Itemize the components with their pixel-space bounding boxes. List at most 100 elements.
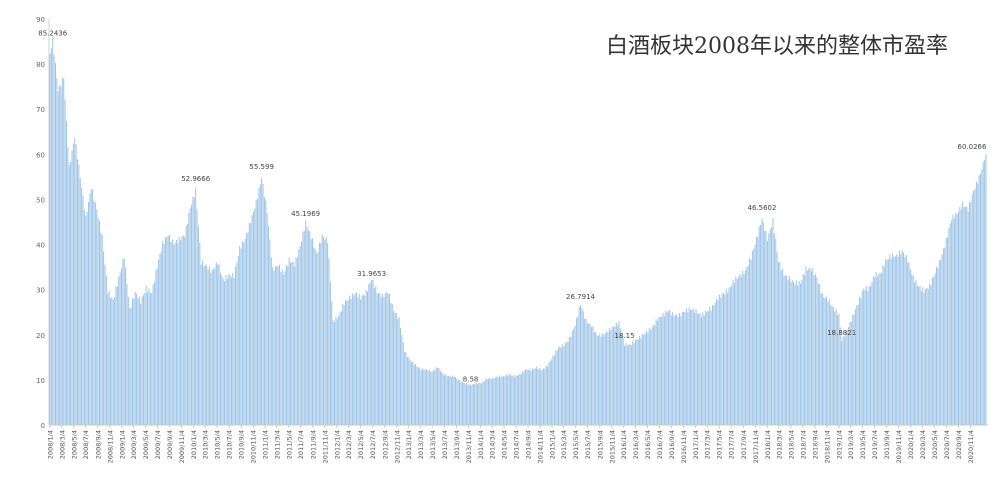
bar	[336, 319, 338, 425]
bar	[975, 181, 977, 425]
bar	[953, 218, 955, 425]
bar	[860, 298, 862, 425]
bar	[457, 380, 459, 425]
bar	[500, 377, 502, 425]
bar	[526, 369, 528, 425]
bar	[728, 287, 730, 425]
bar	[920, 291, 922, 425]
bar	[843, 336, 845, 425]
bar	[511, 375, 513, 425]
bar	[218, 264, 220, 425]
bar	[900, 254, 902, 425]
bar	[611, 326, 613, 425]
bar	[321, 234, 323, 425]
bar	[409, 360, 411, 425]
y-tick-label: 90	[36, 16, 45, 24]
x-tick-label: 2008/5/4	[70, 430, 78, 459]
bar	[353, 295, 355, 425]
bar	[777, 261, 779, 425]
bar	[864, 290, 866, 425]
bar	[849, 321, 851, 425]
bar	[659, 316, 661, 425]
bar	[397, 318, 399, 425]
bar	[483, 381, 485, 425]
bar	[791, 279, 793, 425]
bar	[907, 262, 909, 425]
bar	[716, 298, 718, 425]
bar	[402, 342, 404, 425]
bar	[171, 239, 173, 425]
x-tick-label: 2008/7/4	[82, 430, 90, 459]
bar	[354, 293, 356, 425]
bar	[839, 327, 841, 425]
bar	[982, 161, 984, 426]
bar	[911, 274, 913, 425]
bar	[427, 370, 429, 425]
bar	[323, 237, 325, 425]
bar	[372, 279, 374, 425]
bar	[361, 295, 363, 425]
bar	[960, 209, 962, 425]
bar	[498, 375, 500, 425]
bar	[63, 78, 65, 425]
bar	[898, 250, 900, 425]
bar	[254, 208, 256, 425]
x-tick-label: 2012/1/4	[333, 430, 341, 459]
bar	[679, 313, 680, 425]
bar	[817, 283, 819, 425]
bar	[674, 314, 676, 425]
bar	[581, 308, 583, 425]
bar	[384, 293, 386, 425]
bar	[390, 303, 392, 425]
y-tick-label: 0	[41, 422, 45, 430]
bar	[487, 378, 489, 425]
bar	[643, 334, 645, 425]
x-tick-label: 2008/9/4	[94, 430, 102, 459]
bar	[731, 285, 733, 425]
bar	[683, 312, 685, 425]
bar	[116, 286, 118, 425]
bar	[108, 290, 110, 425]
bar	[460, 382, 462, 425]
bar	[291, 261, 293, 425]
bar	[666, 312, 668, 425]
bar	[580, 305, 582, 425]
bar	[592, 326, 594, 425]
bar	[164, 237, 166, 425]
bar	[504, 376, 506, 425]
bar	[53, 54, 55, 425]
x-tick-label: 2014/11/4	[537, 430, 545, 463]
bar	[574, 325, 576, 425]
bar	[86, 211, 88, 425]
bar	[152, 284, 154, 425]
x-tick-label: 2020/1/4	[907, 430, 915, 459]
x-tick-label: 2015/3/4	[560, 430, 568, 459]
bar	[821, 293, 823, 425]
bar	[551, 359, 553, 425]
bar	[378, 293, 379, 425]
bar	[915, 279, 917, 425]
bar	[607, 332, 609, 425]
bar	[727, 292, 729, 425]
bar	[258, 188, 260, 425]
bar	[153, 282, 155, 425]
bar	[729, 287, 731, 425]
bar	[534, 368, 536, 425]
bar	[204, 264, 206, 425]
bar	[732, 280, 734, 425]
bar	[112, 299, 114, 425]
bar	[853, 314, 855, 425]
bar	[948, 228, 950, 425]
bar	[463, 382, 465, 425]
bar	[980, 173, 981, 425]
bar	[115, 286, 117, 425]
bar	[806, 270, 808, 425]
bar	[912, 275, 914, 425]
bar	[360, 299, 362, 425]
bar	[758, 226, 760, 425]
x-tick-label: 2015/11/4	[608, 430, 616, 463]
bar	[368, 284, 370, 425]
bar	[929, 283, 931, 425]
bar	[331, 301, 333, 425]
bar	[272, 267, 274, 425]
